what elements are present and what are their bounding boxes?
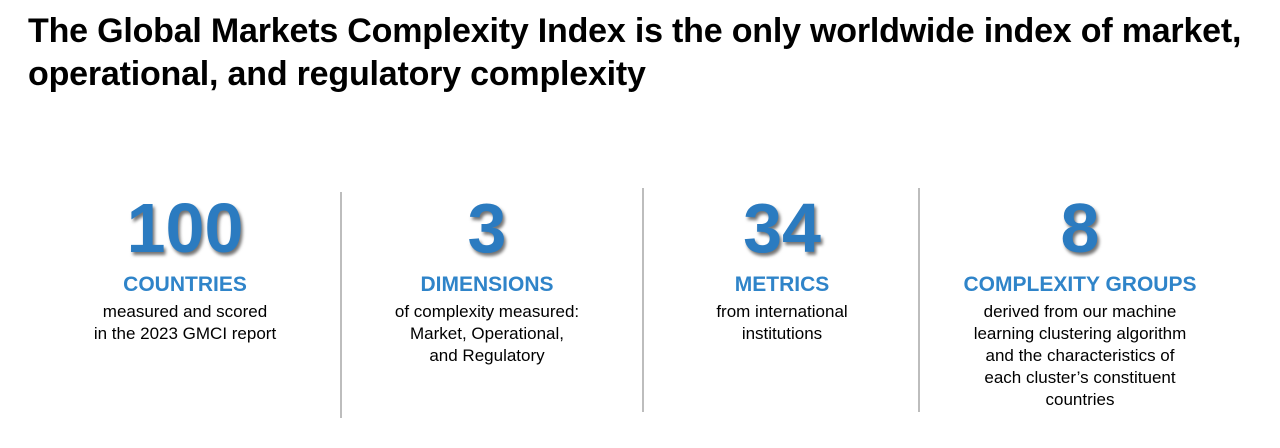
- stat-label: DIMENSIONS: [420, 273, 554, 296]
- stat-description: of complexity measured: Market, Operatio…: [352, 301, 622, 367]
- stat-description: from international institutions: [652, 301, 912, 345]
- stat-description: derived from our machine learning cluste…: [930, 301, 1230, 411]
- stat-metrics: 34 METRICS from international institutio…: [652, 188, 912, 345]
- stat-label: COMPLEXITY GROUPS: [963, 273, 1197, 296]
- stat-number: 100: [126, 189, 244, 267]
- description-line: in the 2023 GMCI report: [93, 324, 277, 343]
- stat-dimensions: 3 DIMENSIONS of complexity measured: Mar…: [352, 188, 622, 367]
- description-line: from international: [716, 302, 848, 321]
- description-line: Market, Operational,: [409, 324, 564, 343]
- page-title: The Global Markets Complexity Index is t…: [28, 12, 1242, 93]
- divider: [340, 192, 342, 418]
- description-line: learning clustering algorithm: [973, 324, 1187, 343]
- description-line: and the characteristics of: [985, 346, 1175, 365]
- description-line: each cluster’s constituent: [984, 368, 1176, 387]
- stat-countries: 100 COUNTRIES measured and scored in the…: [40, 188, 330, 345]
- stat-number: 3: [467, 189, 507, 267]
- stat-number: 8: [1060, 189, 1100, 267]
- divider: [918, 188, 920, 412]
- description-line: countries: [1045, 390, 1115, 409]
- description-line: derived from our machine: [983, 302, 1177, 321]
- stat-description: measured and scored in the 2023 GMCI rep…: [40, 301, 330, 345]
- description-line: of complexity measured:: [394, 302, 580, 321]
- stat-complexity-groups: 8 COMPLEXITY GROUPS derived from our mac…: [930, 188, 1230, 411]
- description-line: institutions: [741, 324, 823, 343]
- stat-label: METRICS: [734, 273, 830, 296]
- stat-number: 34: [743, 189, 821, 267]
- stat-label: COUNTRIES: [123, 273, 247, 296]
- description-line: and Regulatory: [429, 346, 545, 365]
- description-line: measured and scored: [102, 302, 268, 321]
- divider: [642, 188, 644, 412]
